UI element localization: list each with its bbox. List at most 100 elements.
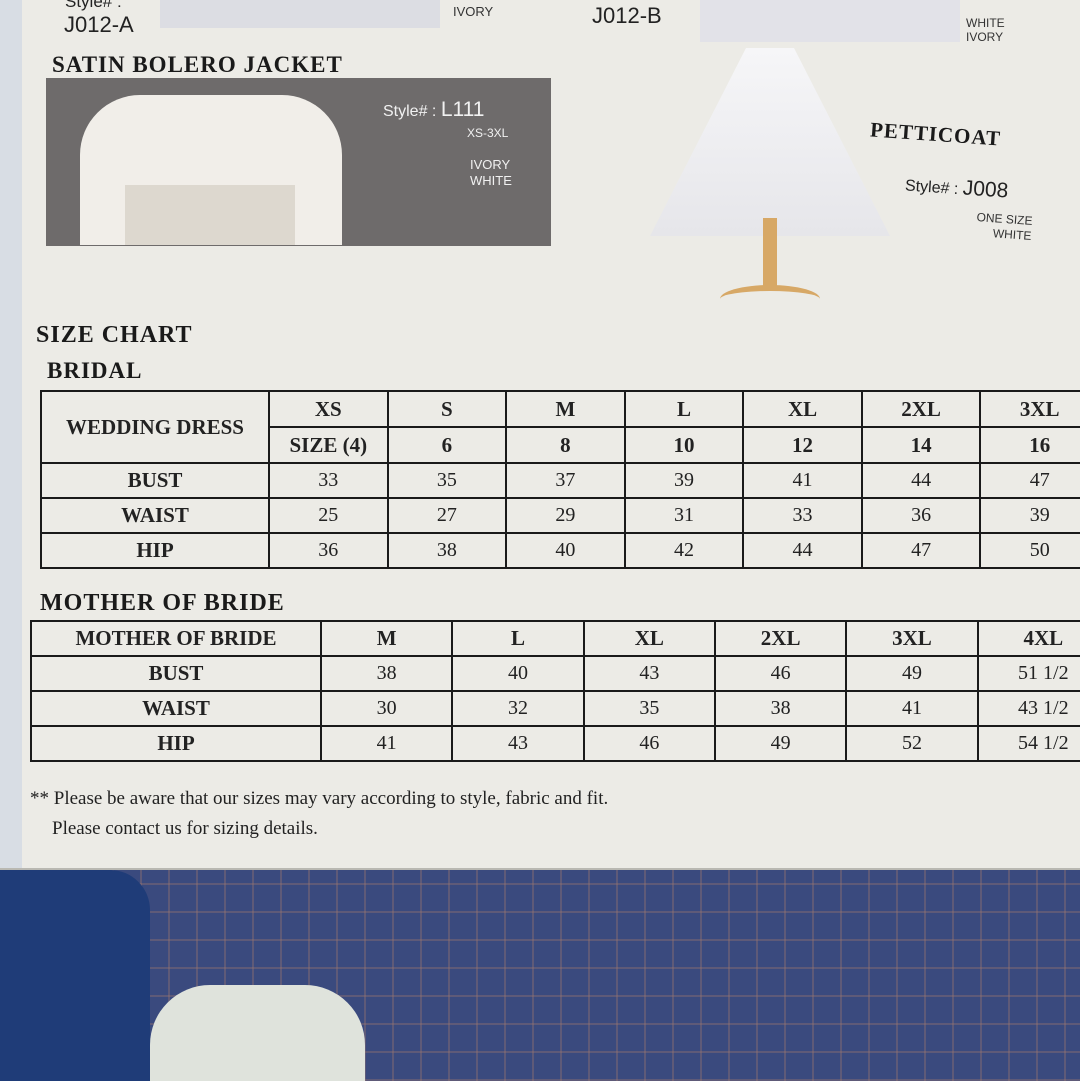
row-label: HIP <box>30 725 322 762</box>
bolero-color-ivory: IVORY <box>470 157 511 172</box>
measurement-cell: 30 <box>319 690 454 727</box>
measurement-cell: 25 <box>268 497 389 534</box>
numeric-size: 6 <box>386 426 508 464</box>
carpet-background <box>0 870 1080 1081</box>
measurement-cell: 40 <box>451 655 585 692</box>
dress-photo-j012b <box>700 0 960 42</box>
measurement-cell: 43 1/2 <box>976 690 1080 727</box>
numeric-size: SIZE (4) <box>268 426 389 464</box>
size-header: L <box>451 620 585 657</box>
measurement-cell: 33 <box>742 497 863 534</box>
measurement-cell: 46 <box>713 655 848 692</box>
table-row: HIP 41 43 46 49 52 54 1/2 <box>30 725 1080 762</box>
measurement-cell: 32 <box>451 690 585 727</box>
color-white: WHITE <box>966 16 1005 30</box>
petticoat-style-label: Style# : <box>904 177 959 199</box>
size-header: M <box>319 620 454 657</box>
mother-header: MOTHER OF BRIDE <box>30 620 322 657</box>
size-chart-title: SIZE CHART <box>36 322 193 348</box>
petticoat-image <box>650 48 890 236</box>
size-header: 3XL <box>979 390 1080 428</box>
measurement-cell: 40 <box>505 532 626 569</box>
numeric-size: 16 <box>979 426 1080 464</box>
colors-j012a: IVORY <box>453 4 494 19</box>
bridal-title: BRIDAL <box>47 358 143 383</box>
wedding-dress-header: WEDDING DRESS <box>40 390 270 464</box>
style-j012a: J012-A <box>64 12 134 37</box>
size-header: M <box>505 390 626 428</box>
row-label: WAIST <box>30 690 322 727</box>
jeans-leg <box>0 870 150 1081</box>
numeric-size: 14 <box>860 426 982 464</box>
mannequin-stand <box>763 218 777 288</box>
measurement-cell: 38 <box>713 690 848 727</box>
row-label: HIP <box>40 532 270 569</box>
measurement-cell: 33 <box>268 462 389 499</box>
numeric-size: 8 <box>505 426 626 464</box>
shoe <box>150 985 365 1081</box>
measurement-cell: 35 <box>582 690 716 727</box>
row-label: BUST <box>40 462 270 499</box>
measurement-cell: 35 <box>386 462 508 499</box>
measurement-cell: 50 <box>979 532 1080 569</box>
note-line-2: Please contact us for sizing details. <box>52 818 318 839</box>
measurement-cell: 42 <box>623 532 745 569</box>
bolero-color-white: WHITE <box>470 173 512 188</box>
bolero-style-label: Style# : <box>383 103 437 120</box>
numeric-size: 10 <box>623 426 745 464</box>
measurement-cell: 52 <box>845 725 979 762</box>
measurement-cell: 43 <box>451 725 585 762</box>
measurement-cell: 36 <box>860 497 982 534</box>
measurement-cell: 37 <box>505 462 626 499</box>
measurement-cell: 44 <box>860 462 982 499</box>
size-header: 2XL <box>860 390 982 428</box>
lace-bodice-image <box>125 185 295 245</box>
mother-size-table: MOTHER OF BRIDE M L XL 2XL 3XL 4XL BUST 38 40 43 46… <box>30 620 1080 762</box>
size-header: 3XL <box>845 620 979 657</box>
bolero-style: L111 <box>440 98 485 121</box>
measurement-cell: 39 <box>623 462 745 499</box>
measurement-cell: 29 <box>505 497 626 534</box>
petticoat-color-white: WHITE <box>992 226 1032 243</box>
bolero-title: SATIN BOLERO JACKET <box>52 52 343 77</box>
size-header: S <box>386 390 508 428</box>
measurement-cell: 47 <box>860 532 982 569</box>
table-row: HIP 36 38 40 42 44 47 50 <box>40 532 1080 569</box>
header-row: MOTHER OF BRIDE M L XL 2XL 3XL 4XL <box>30 620 1080 657</box>
measurement-cell: 46 <box>582 725 716 762</box>
size-header: XL <box>742 390 863 428</box>
size-header: 4XL <box>976 620 1080 657</box>
measurement-cell: 38 <box>319 655 454 692</box>
measurement-cell: 43 <box>582 655 716 692</box>
dress-photo-j012a <box>160 0 440 28</box>
header-row: WEDDING DRESS XS S M L XL 2XL 3XL <box>40 390 1080 464</box>
size-header: XS <box>268 390 389 428</box>
table-row: WAIST 30 32 35 38 41 43 1/2 <box>30 690 1080 727</box>
catalog-page: Style# : J012-A IVORY J012-B WHITE IVORY… <box>0 0 1080 870</box>
bridal-size-table: WEDDING DRESS XS S M L XL 2XL 3XL SIZE (4) 6 8 10 12… <box>40 390 1080 569</box>
measurement-cell: 41 <box>742 462 863 499</box>
measurement-cell: 41 <box>845 690 979 727</box>
measurement-cell: 44 <box>742 532 863 569</box>
style-label: Style# : <box>65 0 122 11</box>
petticoat-style: J008 <box>962 176 1010 203</box>
measurement-cell: 38 <box>386 532 508 569</box>
style-j012b: J012-B <box>592 3 662 28</box>
mannequin-stand-base <box>720 285 820 313</box>
row-label: WAIST <box>40 497 270 534</box>
measurement-cell: 36 <box>268 532 389 569</box>
row-label: BUST <box>30 655 322 692</box>
numeric-size-row: SIZE (4) 6 8 10 12 14 16 <box>41 426 1080 464</box>
table-row: BUST 38 40 43 46 49 51 1/2 <box>30 655 1080 692</box>
measurement-cell: 39 <box>979 497 1080 534</box>
size-header: 2XL <box>713 620 848 657</box>
note-line-1: ** Please be aware that our sizes may va… <box>30 788 609 809</box>
measurement-cell: 51 1/2 <box>976 655 1080 692</box>
color-ivory: IVORY <box>966 30 1004 44</box>
page-edge <box>0 0 22 868</box>
mother-title: MOTHER OF BRIDE <box>40 590 285 616</box>
measurement-cell: 31 <box>623 497 745 534</box>
bolero-sizes: XS-3XL <box>467 126 509 140</box>
measurement-cell: 27 <box>386 497 508 534</box>
size-header: L <box>623 390 745 428</box>
